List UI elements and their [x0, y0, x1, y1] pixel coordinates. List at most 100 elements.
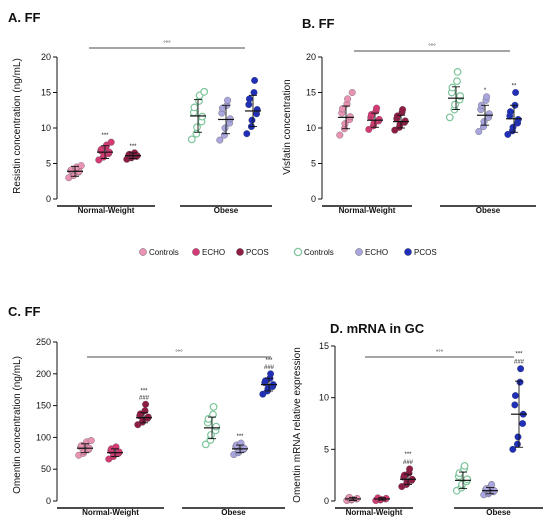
panel-title: B. FF — [302, 16, 335, 31]
data-point — [240, 444, 248, 452]
data-point — [511, 392, 519, 400]
series-echo-obese: * — [475, 88, 493, 135]
data-point — [250, 89, 258, 96]
data-point — [216, 136, 224, 144]
legend-item: ECHO — [355, 248, 388, 257]
y-tick-label: 5 — [46, 159, 51, 169]
data-point — [519, 420, 527, 427]
data-point — [373, 104, 381, 112]
data-point — [483, 93, 491, 101]
y-tick-label: 15 — [41, 88, 51, 98]
data-point — [212, 422, 221, 431]
group-label: Normal-Weight — [346, 508, 403, 517]
data-point — [506, 108, 514, 116]
y-axis-label: Resistin concentration (ng/mL) — [12, 58, 23, 194]
legend: Controls ECHO PCOS Controls ECHO PCOS — [139, 247, 437, 257]
legend-label: ECHO — [365, 248, 388, 257]
series-controls-obese — [452, 461, 472, 495]
data-point — [220, 131, 228, 139]
group-label: Normal-Weight — [78, 206, 135, 215]
group-label: Normal-Weight — [339, 206, 396, 215]
data-point — [267, 370, 275, 378]
data-point — [445, 113, 454, 122]
y-tick-label: 20 — [41, 52, 51, 62]
panel-title: C. FF — [8, 304, 41, 319]
legend-item: Controls — [139, 248, 179, 257]
y-tick-label: 5 — [324, 444, 329, 454]
y-tick-label: 15 — [306, 88, 316, 98]
significance-marker: ** — [512, 84, 517, 90]
data-point — [193, 123, 201, 132]
group-label: Obese — [221, 508, 246, 517]
series-controls-normal-weight — [75, 437, 95, 459]
data-point — [346, 113, 354, 121]
panel-title: D. mRNA in GC — [330, 321, 425, 336]
y-tick-label: 250 — [36, 337, 51, 347]
data-point — [516, 378, 524, 386]
series-controls-obese — [187, 87, 209, 144]
data-point — [511, 401, 519, 409]
data-point — [453, 77, 461, 86]
y-tick-label: 0 — [311, 194, 316, 204]
legend-swatch — [236, 248, 244, 256]
data-point — [514, 116, 522, 123]
data-point — [190, 103, 199, 112]
data-point — [226, 115, 234, 123]
data-point — [509, 123, 517, 131]
bracket-label: °°° — [163, 41, 171, 47]
series-echo-normal-weight — [105, 443, 123, 463]
bracket-label: °°° — [428, 44, 436, 50]
legend-item: Controls — [293, 247, 334, 257]
data-point — [115, 448, 123, 456]
data-point — [375, 116, 383, 123]
data-point — [253, 106, 261, 113]
panel-resistin: A. FF Resistin concentration (ng/mL) 0 5 1… — [8, 10, 272, 215]
significance-marker: ### — [514, 360, 525, 366]
data-point — [460, 461, 469, 470]
data-point — [463, 475, 472, 484]
legend-item: PCOS — [404, 248, 437, 257]
data-point — [399, 106, 407, 113]
data-point — [243, 130, 251, 138]
y-tick-label: 0 — [46, 496, 51, 506]
y-tick-label: 10 — [306, 123, 316, 133]
legend-label: Controls — [149, 248, 179, 257]
data-point — [365, 125, 373, 133]
series-pcos-obese: *** ### — [509, 352, 527, 453]
y-tick-label: 10 — [319, 393, 329, 403]
significance-marker: *** — [140, 388, 148, 394]
data-point — [488, 481, 496, 488]
legend-swatch — [139, 248, 147, 256]
series-pcos-normal-weight: ***### — [398, 452, 416, 490]
y-axis-label: Omentin mRNA relative expression — [292, 347, 303, 503]
data-point — [224, 96, 232, 104]
data-point — [341, 120, 349, 128]
series-echo-normal-weight — [372, 494, 390, 504]
bracket-label: °°° — [175, 350, 183, 356]
y-axis-label: Omentin concentration (ng/mL) — [12, 356, 23, 494]
data-point — [512, 89, 520, 96]
series-echo-normal-weight: *** — [95, 133, 115, 164]
data-point — [509, 445, 517, 453]
significance-marker: *** — [515, 352, 523, 358]
group-label: Obese — [476, 206, 501, 215]
data-point — [513, 440, 521, 448]
bracket-label: °°° — [436, 350, 444, 356]
data-point — [187, 135, 196, 144]
data-point — [144, 413, 152, 421]
legend-item: ECHO — [192, 248, 225, 257]
data-point — [251, 76, 259, 84]
series-controls-obese — [201, 402, 221, 449]
series-pcos-normal-weight: *** — [123, 144, 141, 163]
legend-label: ECHO — [202, 248, 225, 257]
y-tick-label: 0 — [324, 496, 329, 506]
panel-visfatin: B. FF Visfatin concentration 0 5 10 15 20 °°°… — [282, 16, 536, 215]
data-point — [344, 95, 352, 103]
data-point — [448, 83, 457, 92]
data-point — [245, 95, 253, 103]
data-point — [209, 410, 217, 419]
series-pcos-normal-weight: ***### — [134, 388, 152, 429]
significance-marker: ### — [403, 460, 414, 466]
data-point — [485, 110, 493, 118]
